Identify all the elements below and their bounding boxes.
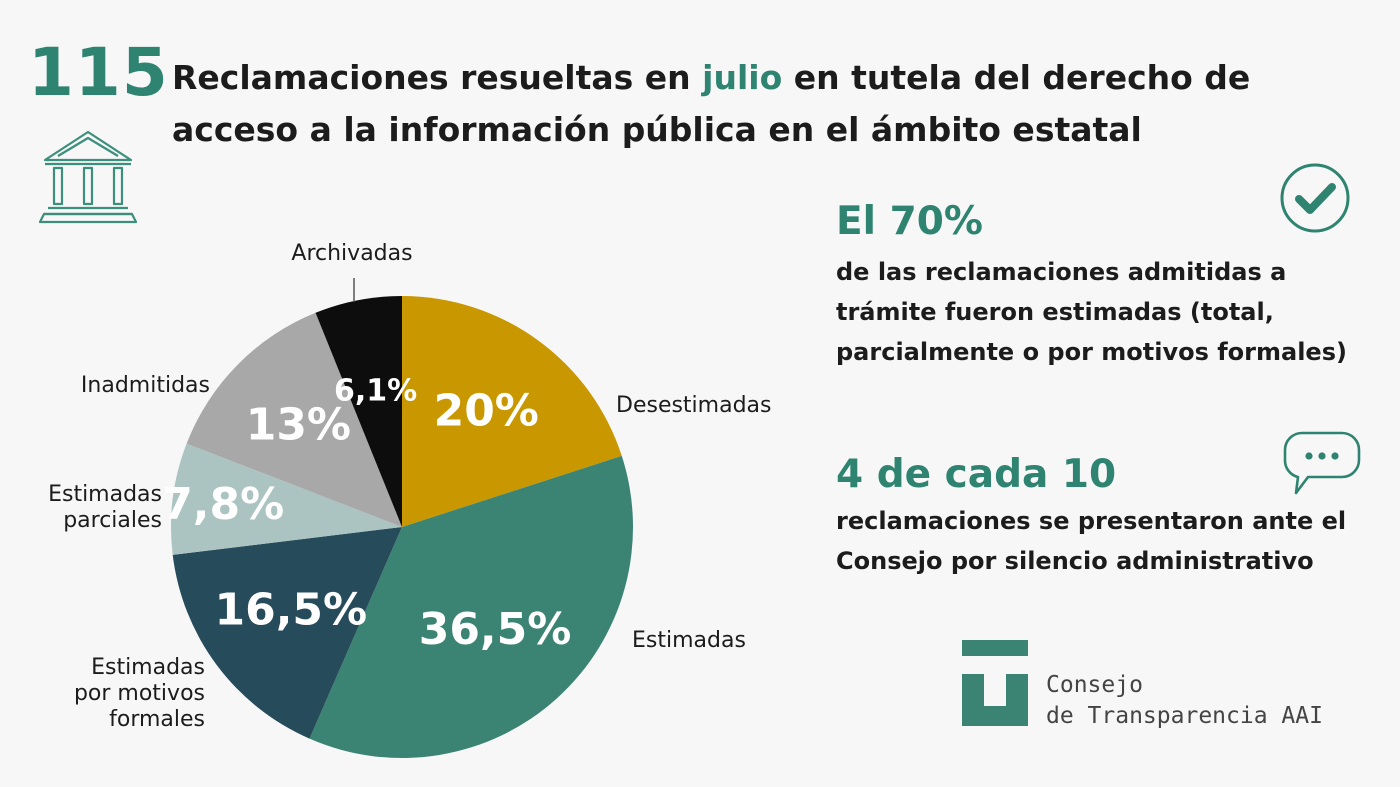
logo-line-2: de Transparencia AAI <box>1046 703 1323 729</box>
pie-value-label: 13% <box>246 399 351 450</box>
pie-category-label: Estimadas <box>632 628 746 653</box>
consejo-logo-icon <box>962 640 1028 726</box>
pie-value-label: 36,5% <box>419 604 572 655</box>
pie-slice-3 <box>172 527 402 739</box>
check-circle-icon <box>1280 163 1350 233</box>
page-title: Reclamaciones resueltas en julio en tute… <box>172 52 1372 156</box>
pie-chart: 20% 36,5% 16,5% 7,8% 13%6,1% Desestimadas Est… <box>48 241 772 758</box>
stat-1-headline: El 70% <box>836 199 983 244</box>
pie-category-label: Archivadas <box>291 241 412 266</box>
stat-2-headline: 4 de cada 10 <box>836 452 1117 497</box>
title-part-2: en tutela del derecho de acceso a la inf… <box>172 58 1251 149</box>
pie-category-label: Inadmitidas <box>81 373 210 398</box>
chat-bubble-icon <box>1283 431 1361 495</box>
headline-count: 115 <box>28 34 169 111</box>
pie-category-label: Estimadas parciales <box>48 482 162 533</box>
pie-category-label: Desestimadas <box>616 393 772 418</box>
pie-value-label: 20% <box>434 386 539 437</box>
government-building-icon <box>38 130 138 224</box>
title-highlight-month: julio <box>702 58 783 97</box>
pie-value-label: 16,5% <box>214 584 367 635</box>
title-part-1: Reclamaciones resueltas en <box>172 58 703 97</box>
pie-value-label: 7,8% <box>162 479 284 530</box>
logo-wordmark: Consejo de Transparencia AAI <box>1046 670 1323 732</box>
stat-2-text: reclamaciones se presentaron ante el Con… <box>836 507 1347 575</box>
pie-slice-1 <box>402 296 622 527</box>
pie-slice-4 <box>170 443 402 555</box>
pie-slice-6 <box>315 296 402 527</box>
logo-line-1: Consejo <box>1046 672 1143 698</box>
stat-1-text: de las reclamaciones admitidas a trámite… <box>836 258 1347 366</box>
pie-slice-5 <box>186 312 402 527</box>
pie-slice-2 <box>309 455 634 758</box>
pie-value-label: 6,1% <box>334 373 417 408</box>
pie-category-label: Estimadas por motivos formales <box>74 655 205 732</box>
